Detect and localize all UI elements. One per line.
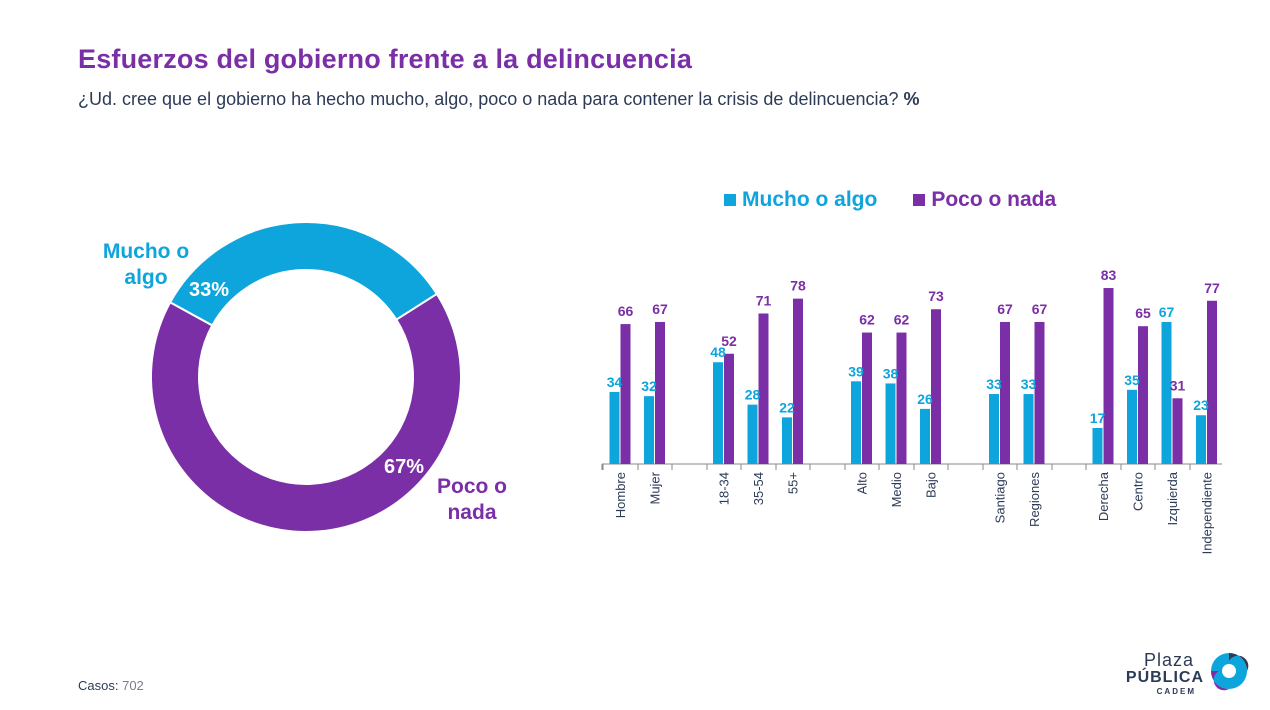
data-label-poco: 78 [790, 278, 806, 294]
data-label-mucho: 23 [1193, 397, 1209, 413]
data-label-poco: 77 [1204, 280, 1220, 296]
bar-mucho-derecha [1092, 427, 1103, 464]
logo-line3: CADEM [1156, 687, 1196, 696]
bar-poco-mujer [655, 321, 665, 464]
bar-mucho-santiago [989, 394, 999, 464]
bar-mucho-izquierda [1161, 321, 1172, 464]
legend-swatch-poco [913, 194, 926, 206]
data-label-poco: 52 [721, 333, 737, 349]
legend-label-poco: Poco o nada [931, 188, 1057, 211]
bar-mucho-centro [1127, 389, 1137, 464]
brand-logo: Plaza PÚBLICA CADEM [1120, 648, 1250, 698]
data-label-mucho: 33 [986, 376, 1002, 392]
footer-cases: Casos: 702 [78, 678, 144, 693]
bar-poco-izquierda [1172, 398, 1183, 464]
donut-category-label-line1: Poco o [437, 475, 507, 498]
x-tick-label: Santiago [993, 472, 1008, 523]
bar-poco-derecha [1103, 288, 1114, 464]
data-label-poco: 73 [928, 288, 944, 304]
bar-mucho-medio [885, 383, 896, 464]
bar-poco-bajo [931, 309, 941, 464]
bar-mucho-35-54 [747, 404, 758, 464]
data-label-poco: 62 [894, 312, 910, 328]
bar-poco-alto [862, 332, 872, 464]
data-label-mucho: 22 [779, 399, 795, 415]
subtitle-question: ¿Ud. cree que el gobierno ha hecho mucho… [78, 89, 899, 109]
logo-line2: PÚBLICA [1125, 669, 1204, 686]
bar-mucho-independiente [1196, 415, 1206, 464]
bar-legend: Mucho o algo Poco o nada [724, 188, 1056, 212]
donut-slice [150, 292, 462, 533]
data-label-mucho: 17 [1090, 410, 1106, 426]
donut-category-label-line2: algo [124, 266, 167, 289]
bar-poco-regiones [1034, 321, 1045, 464]
bar-poco-santiago [1000, 321, 1010, 464]
x-tick-label: Mujer [648, 471, 663, 504]
bar-poco-independiente [1207, 300, 1217, 464]
data-label-mucho: 67 [1159, 304, 1175, 320]
legend-item-mucho: Mucho o algo [724, 188, 877, 212]
bar-poco-centro [1138, 326, 1148, 464]
data-label-mucho: 48 [710, 344, 726, 360]
x-tick-label: 18-34 [717, 472, 732, 505]
donut-category-label-line1: Mucho o [103, 240, 189, 263]
legend-label-mucho: Mucho o algo [742, 188, 878, 211]
data-label-mucho: 35 [1124, 372, 1140, 388]
x-tick-label: Derecha [1096, 471, 1111, 521]
data-label-mucho: 39 [848, 363, 864, 379]
bar-poco-medio [896, 332, 907, 464]
data-label-poco: 62 [859, 312, 875, 328]
cases-value: 702 [122, 678, 144, 693]
x-tick-label: Regiones [1027, 472, 1042, 527]
bar-mucho-regiones [1023, 394, 1034, 464]
x-tick-label: Medio [889, 472, 904, 507]
bar-poco-hombre [620, 324, 631, 464]
page-subtitle: ¿Ud. cree que el gobierno ha hecho mucho… [78, 89, 920, 110]
donut-category-label-line2: nada [447, 501, 496, 524]
data-label-poco: 83 [1101, 267, 1117, 283]
x-tick-label: Centro [1131, 472, 1146, 511]
x-tick-label: Hombre [613, 472, 628, 518]
data-label-poco: 65 [1135, 305, 1151, 321]
bar-poco-18-34 [724, 353, 734, 464]
bar-poco-35-54 [758, 313, 769, 464]
data-label-poco: 67 [997, 301, 1013, 317]
x-tick-label: 55+ [786, 472, 801, 494]
bar-mucho-bajo [920, 408, 930, 464]
logo-line1: Plaza [1143, 650, 1194, 670]
x-tick-label: Independiente [1200, 472, 1215, 554]
cases-label: Casos [78, 678, 115, 693]
data-label-mucho: 33 [1021, 376, 1037, 392]
x-tick-label: 35-54 [751, 472, 766, 505]
data-label-mucho: 28 [745, 387, 761, 403]
data-label-poco: 31 [1170, 377, 1186, 393]
data-label-mucho: 26 [917, 391, 933, 407]
bar-poco-55+ [793, 298, 803, 464]
data-label-poco: 66 [618, 303, 634, 319]
data-label-poco: 71 [756, 292, 772, 308]
bar-mucho-55+ [782, 417, 792, 464]
bar-mucho-hombre [609, 391, 620, 464]
data-label-poco: 67 [652, 301, 668, 317]
bar-mucho-18-34 [713, 362, 723, 464]
donut-slice [168, 221, 439, 327]
bar-mucho-alto [851, 381, 861, 464]
donut-value-label: 33% [189, 279, 229, 301]
subtitle-unit: % [903, 89, 920, 109]
legend-item-poco: Poco o nada [913, 188, 1056, 212]
bar-mucho-mujer [644, 396, 654, 464]
data-label-poco: 67 [1032, 301, 1048, 317]
x-tick-label: Bajo [924, 472, 939, 498]
x-tick-label: Alto [855, 472, 870, 494]
page-title: Esfuerzos del gobierno frente a la delin… [78, 44, 693, 74]
donut-value-label: 67% [384, 456, 424, 478]
data-label-mucho: 32 [641, 378, 657, 394]
data-label-mucho: 34 [607, 374, 623, 390]
legend-swatch-mucho [724, 194, 736, 206]
data-label-mucho: 38 [883, 365, 899, 381]
logo-swirl-icon [1211, 653, 1249, 691]
x-tick-label: Izquierda [1165, 471, 1180, 525]
